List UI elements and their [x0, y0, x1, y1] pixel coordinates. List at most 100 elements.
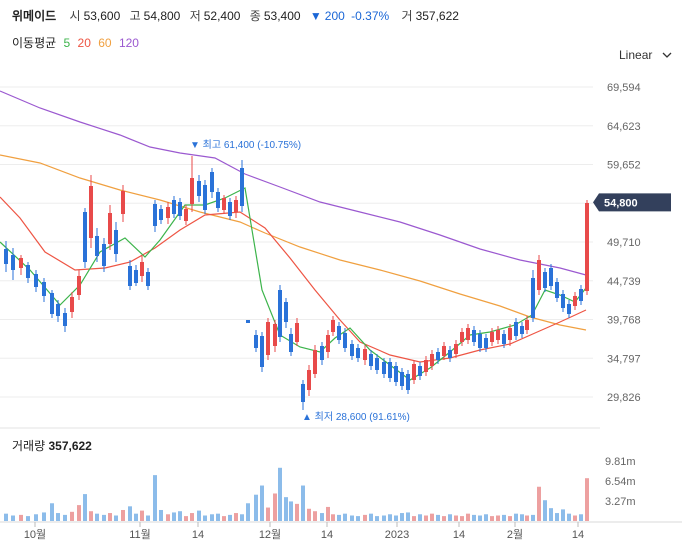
stock-name: 위메이드: [12, 9, 57, 23]
candle-body: [326, 335, 330, 352]
candle: [549, 264, 553, 290]
volume-bar: [537, 486, 541, 521]
candle-body: [102, 244, 106, 266]
volume-bar: [356, 516, 360, 521]
candle: [42, 278, 46, 302]
low-annotation: ▲ 최저 28,600 (91.61%): [302, 411, 410, 423]
candle: [159, 205, 163, 224]
volume-bar: [77, 505, 81, 521]
volume-value: 357,622: [415, 9, 459, 23]
volume-bar: [266, 507, 270, 521]
candles: [4, 156, 589, 410]
candle: [363, 345, 367, 365]
volume-bar: [19, 514, 23, 521]
volume-tick-label: 3.27m: [605, 496, 636, 508]
price-tick-label: 64,623: [607, 121, 641, 133]
ma-legend[interactable]: 이동평균 5 20 60 120: [12, 34, 143, 51]
candle-body: [307, 370, 311, 390]
high-value: 54,800: [143, 9, 181, 23]
open-label: 시: [69, 9, 81, 23]
ma-60[interactable]: 60: [98, 36, 112, 50]
volume-bar: [531, 514, 535, 521]
candle-body: [343, 333, 347, 348]
volume-tick-label: 6.54m: [605, 476, 636, 488]
candle-body: [197, 181, 201, 196]
volume-bar: [128, 506, 132, 521]
change-arrow-icon: ▼: [309, 9, 322, 23]
candle: [508, 324, 512, 346]
candle-body: [531, 278, 535, 318]
volume-bar: [102, 514, 106, 521]
scale-dropdown[interactable]: Linear: [619, 48, 672, 62]
candle: [121, 185, 125, 222]
chevron-down-icon: [662, 52, 672, 59]
candle-body: [34, 274, 38, 287]
candle-body: [203, 185, 207, 210]
candle-body: [375, 358, 379, 370]
price-tick-label: 29,826: [607, 392, 641, 404]
candle-body: [549, 268, 553, 286]
volume-bar: [561, 509, 565, 521]
candle-body: [490, 332, 494, 342]
volume-bar: [210, 514, 214, 521]
volume-bar: [83, 494, 87, 521]
volume-bar: [301, 485, 305, 521]
candle: [307, 365, 311, 396]
candle: [543, 268, 547, 292]
ma-20[interactable]: 20: [77, 36, 91, 50]
ma-120[interactable]: 120: [118, 36, 139, 50]
candle-body: [254, 335, 258, 348]
candle: [400, 368, 404, 390]
candle: [382, 358, 386, 378]
candle: [222, 195, 226, 214]
volume-bar: [343, 513, 347, 521]
candle: [537, 255, 541, 295]
candle: [406, 370, 410, 394]
volume-bar: [388, 514, 392, 521]
candle-body: [514, 322, 518, 336]
candle-body: [289, 334, 293, 352]
candle: [4, 241, 8, 272]
volume-bar: [313, 511, 317, 521]
candle-body: [166, 207, 170, 218]
volume-bar: [326, 506, 330, 521]
ma-5[interactable]: 5: [63, 36, 71, 50]
candle-body: [70, 297, 74, 312]
volume-bar: [260, 485, 264, 521]
volume-bar: [350, 515, 354, 521]
volume-bar: [95, 513, 99, 521]
candle-body: [508, 328, 512, 340]
candle-body: [114, 230, 118, 254]
open-value: 53,600: [83, 9, 121, 23]
candle-body: [442, 346, 446, 356]
price-tick-label: 34,797: [607, 353, 641, 365]
candle: [197, 175, 201, 202]
candle-body: [406, 374, 410, 390]
volume-bar: [295, 503, 299, 521]
volume-title: 거래량 357,622: [12, 437, 92, 454]
volume-bar: [543, 500, 547, 521]
candle: [134, 265, 138, 286]
volume-bar: [448, 514, 452, 521]
candle: [350, 340, 354, 360]
candle: [102, 238, 106, 272]
candle-body: [567, 304, 571, 314]
volume-bar: [234, 513, 238, 521]
volume-bar: [490, 516, 494, 521]
candle: [555, 278, 559, 302]
candle: [254, 330, 258, 352]
candle-body: [121, 191, 125, 214]
candle-body: [172, 200, 176, 214]
candle-body: [337, 326, 341, 340]
candle: [240, 160, 244, 212]
candle: [278, 285, 282, 342]
candle-body: [77, 276, 81, 295]
candle-body: [50, 293, 54, 314]
candle-body: [363, 349, 367, 360]
candle-body: [436, 352, 440, 360]
candle-body: [313, 350, 317, 374]
volume-bar: [26, 516, 30, 521]
candle: [19, 255, 23, 275]
candle-body: [42, 282, 46, 296]
